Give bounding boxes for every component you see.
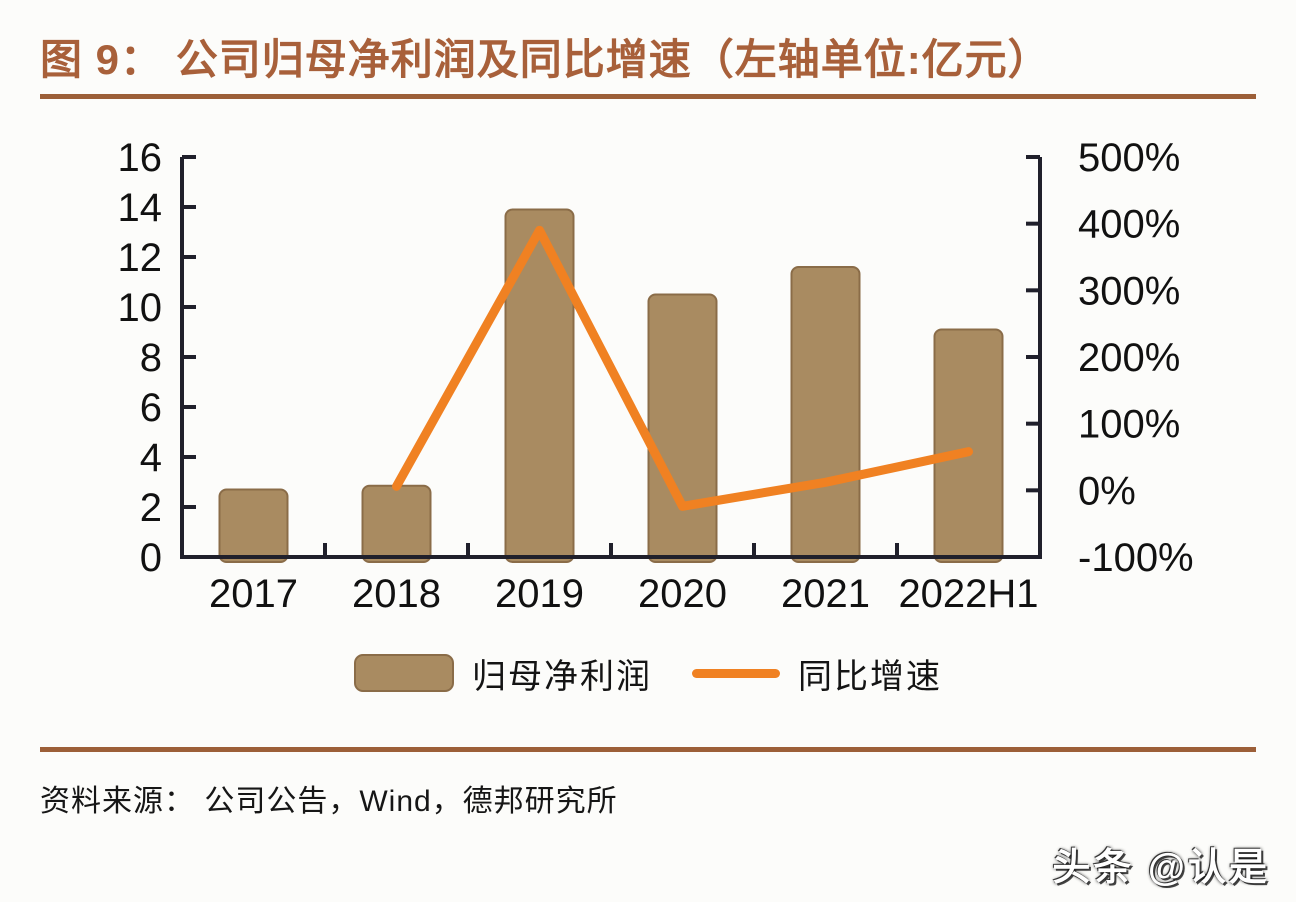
right-axis-label: 0% [1078,469,1136,513]
watermark: 头条 @认是 [1052,847,1270,889]
x-axis-label: 2022H1 [898,572,1038,616]
left-axis-label: 12 [118,236,163,280]
right-axis-label: 500% [1078,136,1180,180]
x-axis-label: 2021 [781,572,870,616]
x-axis-label: 2020 [638,572,727,616]
right-axis-label: 100% [1078,403,1180,447]
bar-2017 [218,488,289,563]
legend-line-label: 同比增速 [798,657,942,696]
left-axis-label: 0 [140,536,162,580]
chart-legend: 归母净利润 同比增速 [0,649,1296,697]
bar-2019 [504,208,575,563]
source-note: 资料来源： 公司公告，Wind，德邦研究所 [40,785,618,818]
x-axis-label: 2019 [495,572,584,616]
x-axis-label: 2018 [352,572,441,616]
figure-title: 图 9： 公司归母净利润及同比增速（左轴单位:亿元） [40,36,1051,83]
title-divider [40,94,1256,99]
right-axis-label: 300% [1078,269,1180,313]
left-axis-label: 4 [140,436,162,480]
profit-growth-chart: 0 2 4 6 8 10 12 14 16 -100% 0% 100% 200% 300% 400% 500%… [118,136,1194,616]
right-axis-label: -100% [1078,536,1194,580]
legend-bar-swatch [354,654,454,692]
bar-2022H1 [933,328,1004,563]
growth-line [392,225,973,511]
bar-2021 [790,266,861,563]
right-axis-label: 400% [1078,203,1180,247]
legend-bar-label: 归母净利润 [472,657,652,696]
left-axis-label: 14 [118,186,163,230]
left-axis-label: 2 [140,486,162,530]
bar-2018 [361,484,432,563]
footer-divider [40,747,1256,752]
right-axis-label: 200% [1078,336,1180,380]
legend-line-swatch [692,668,780,678]
left-axis-label: 10 [118,286,163,330]
left-axis-label: 6 [140,386,162,430]
x-axis-label: 2017 [209,572,298,616]
left-axis-label: 8 [140,336,162,380]
left-axis-label: 16 [118,136,163,180]
bar-2020 [647,293,718,563]
